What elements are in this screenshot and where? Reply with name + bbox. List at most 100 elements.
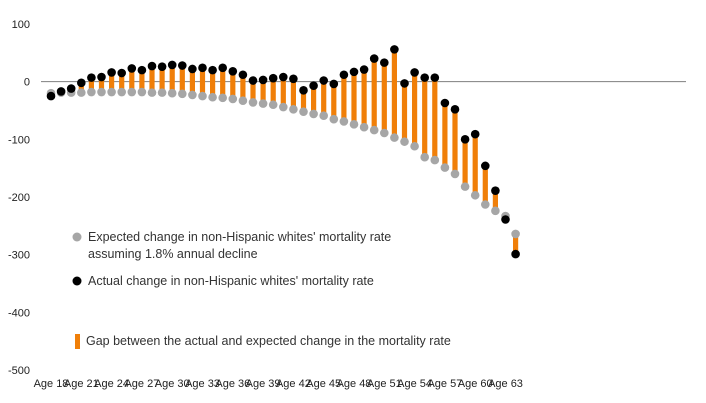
- actual-point: [481, 161, 490, 171]
- expected-point: [349, 120, 359, 129]
- actual-point: [157, 62, 167, 71]
- y-tick-label: -500: [8, 365, 30, 377]
- actual-point: [238, 70, 248, 80]
- x-tick-label: Age 54: [397, 378, 432, 390]
- y-axis: 100 0 -100 -200 -300 -400 -500: [8, 19, 30, 377]
- y-tick-label: -200: [8, 192, 30, 204]
- gap-bar: [250, 80, 256, 103]
- expected-point: [127, 87, 137, 97]
- expected-point: [248, 98, 258, 107]
- gap-bar: [149, 66, 155, 93]
- legend-expected-label: Expected change in non-Hispanic whites' …: [88, 230, 395, 261]
- actual-point: [228, 66, 238, 76]
- actual-point: [491, 186, 500, 195]
- expected-point: [329, 114, 339, 124]
- gap-bar: [432, 77, 438, 161]
- gap-bar: [401, 83, 408, 142]
- gap-bar: [220, 67, 226, 98]
- gap-bar: [129, 68, 135, 93]
- actual-point: [380, 58, 389, 67]
- actual-point: [77, 78, 86, 88]
- actual-point: [329, 79, 339, 89]
- expected-point: [188, 90, 197, 100]
- expected-point: [511, 229, 520, 239]
- x-tick-label: Age 36: [215, 378, 250, 390]
- expected-point: [77, 88, 86, 97]
- x-tick-label: Age 57: [427, 378, 462, 390]
- expected-point: [198, 91, 207, 101]
- y-tick-label: -300: [8, 250, 30, 262]
- gap-bar: [472, 134, 478, 196]
- gap-bar: [321, 80, 327, 116]
- expected-point: [289, 105, 298, 114]
- actual-point: [289, 74, 298, 84]
- expected-point: [491, 206, 500, 216]
- gap-bar: [270, 78, 276, 105]
- expected-point: [238, 96, 248, 105]
- actual-point: [66, 84, 76, 93]
- expected-point: [167, 88, 177, 98]
- expected-point: [319, 111, 329, 120]
- gap-bar: [452, 109, 458, 174]
- gap-bar: [78, 82, 84, 93]
- expected-point: [400, 137, 409, 146]
- actual-point: [107, 68, 116, 77]
- gap-bar: [331, 83, 337, 120]
- orange-bar-icon: [75, 334, 80, 349]
- actual-point: [430, 73, 440, 82]
- gap-bar: [462, 139, 468, 187]
- expected-point: [107, 87, 116, 97]
- gap-bar: [422, 77, 428, 158]
- expected-point: [410, 141, 419, 151]
- expected-point: [359, 122, 369, 132]
- actual-point: [268, 73, 278, 83]
- expected-point: [279, 102, 288, 112]
- gap-bar: [371, 58, 377, 131]
- actual-point: [56, 87, 66, 96]
- actual-point: [309, 81, 318, 91]
- x-tick-label: Age 18: [34, 378, 69, 390]
- gap-bar: [381, 62, 387, 133]
- gap-bar: [311, 85, 317, 114]
- expected-series: [46, 87, 520, 239]
- gap-bar: [442, 103, 448, 168]
- expected-point: [299, 107, 308, 116]
- expected-point: [339, 117, 349, 126]
- legend: Expected change in non-Hispanic whites' …: [72, 230, 451, 349]
- actual-point: [390, 45, 399, 54]
- gap-bar: [361, 69, 367, 128]
- gap-bar: [351, 71, 357, 125]
- actual-point: [248, 76, 258, 85]
- gap-bar: [482, 165, 488, 205]
- gap-bar: [513, 233, 519, 255]
- expected-point: [87, 87, 96, 97]
- x-tick-label: Age 63: [488, 378, 523, 390]
- x-tick-label: Age 33: [185, 378, 220, 390]
- x-tick-label: Age 39: [246, 378, 281, 390]
- actual-point: [117, 68, 126, 78]
- gray-dot-icon: [72, 232, 82, 242]
- black-dot-icon: [72, 276, 82, 286]
- expected-point: [440, 163, 450, 172]
- legend-expected-line2: assuming 1.8% annual decline: [88, 247, 258, 261]
- x-tick-label: Age 45: [306, 378, 341, 390]
- gap-bar: [391, 49, 397, 138]
- expected-point: [420, 152, 430, 162]
- x-tick-label: Age 21: [64, 378, 99, 390]
- actual-point: [178, 61, 187, 70]
- gap-bar: [98, 77, 105, 93]
- actual-point: [147, 61, 157, 71]
- actual-point: [97, 72, 106, 82]
- expected-point: [430, 155, 440, 165]
- actual-point: [400, 79, 409, 88]
- actual-point: [167, 60, 177, 70]
- expected-point: [268, 100, 278, 110]
- gap-bar: [290, 78, 296, 110]
- x-tick-label: Age 24: [94, 378, 129, 390]
- expected-point: [147, 88, 157, 97]
- actual-point: [299, 86, 308, 95]
- actual-point: [87, 73, 96, 82]
- x-tick-label: Age 60: [458, 378, 493, 390]
- expected-point: [309, 109, 318, 119]
